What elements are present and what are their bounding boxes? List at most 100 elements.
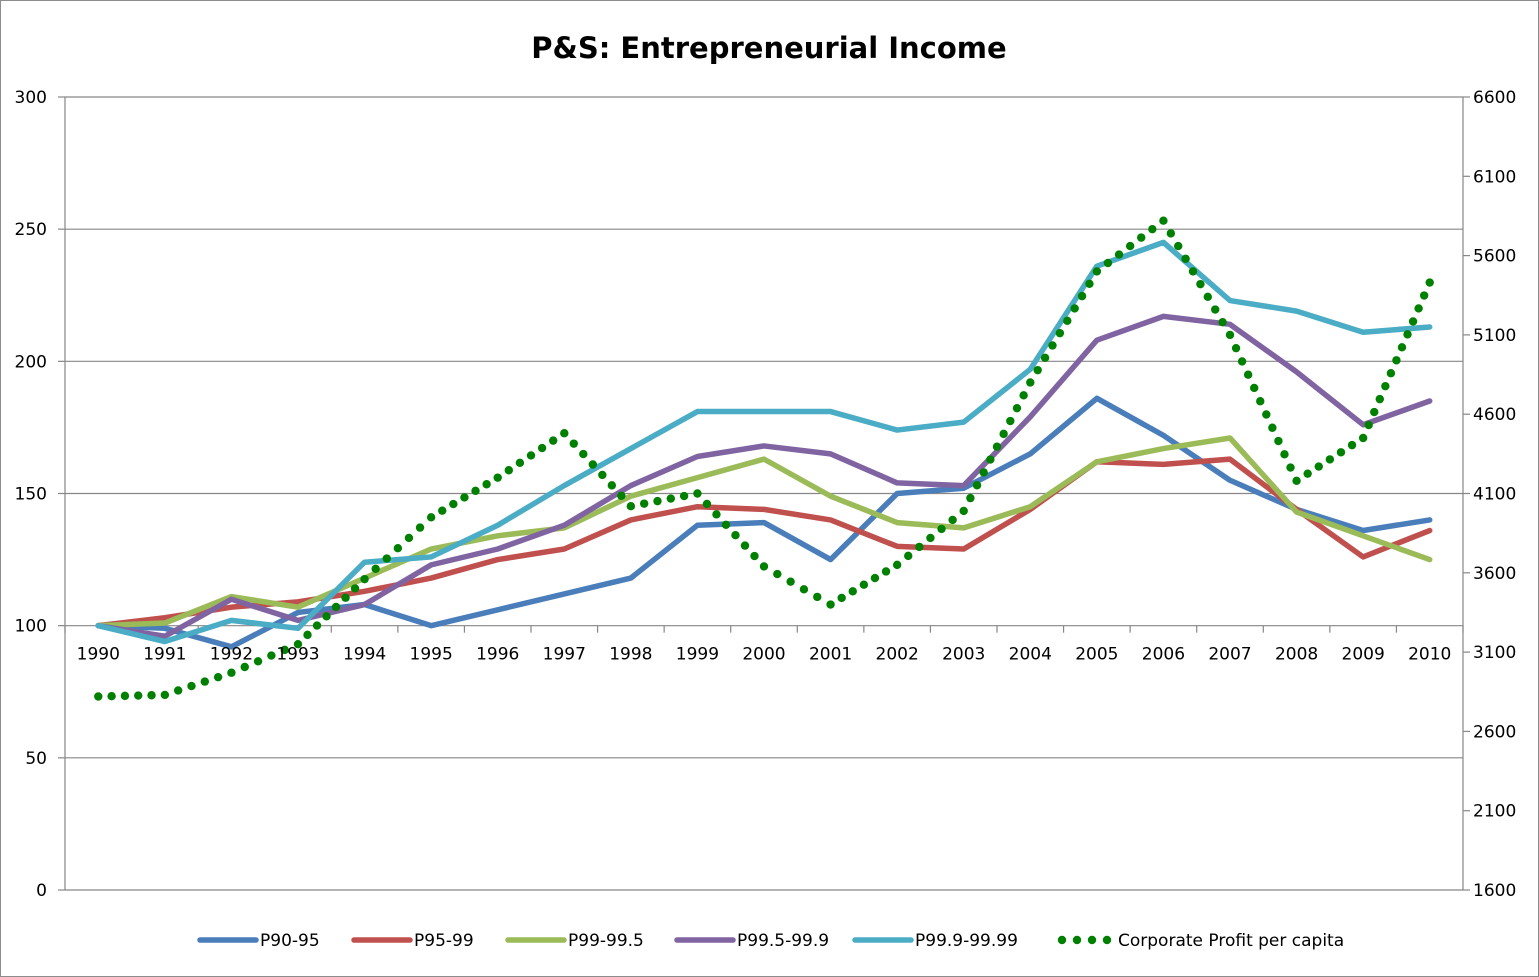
x-tick-labels: 1990 1991 1992 1993 1994 1995 1996 1997 1998 1999… xyxy=(77,645,1452,665)
x-tick-label-1996: 1996 xyxy=(476,645,519,665)
x-tick-label-2003: 2003 xyxy=(942,645,985,665)
corporate-profit-dot xyxy=(471,486,480,496)
legend-entry-p99-5-99-9: P99.5-99.9 xyxy=(674,931,829,951)
corporate-profit-dot xyxy=(200,677,209,686)
corporate-profit-dot xyxy=(1166,229,1176,238)
corporate-profit-dot xyxy=(1125,241,1135,251)
corporate-profit-dot xyxy=(560,429,569,438)
corporate-profit-dot xyxy=(937,524,946,534)
corporate-profit-dot xyxy=(1375,394,1384,404)
corporate-profit-dot xyxy=(1085,279,1094,288)
right-tick-label-4600: 4600 xyxy=(1473,405,1516,425)
right-tick-label-1600: 1600 xyxy=(1473,881,1516,901)
corporate-profit-dot xyxy=(227,668,236,677)
corporate-profit-dot xyxy=(966,493,975,503)
corporate-profit-dot xyxy=(1336,448,1346,457)
corporate-profit-dot xyxy=(460,493,469,502)
corporate-profit-dot xyxy=(1103,258,1113,268)
corporate-profit-dot xyxy=(1196,279,1205,289)
corporate-profit-dot xyxy=(1092,267,1102,276)
corporate-profit-dot xyxy=(1386,369,1396,378)
corporate-profit-dot xyxy=(350,584,360,593)
corporate-profit-dot xyxy=(1012,403,1022,413)
series-line-p99-9-99-99 xyxy=(95,239,1433,645)
legend: P90-95 P95-99 P99-99.5 P99.5-99.9 P99.9-99.9… xyxy=(197,931,1344,951)
right-tick-label-2600: 2600 xyxy=(1473,722,1516,742)
corporate-profit-dot xyxy=(1314,462,1323,471)
corporate-profit-dot xyxy=(579,449,588,459)
corporate-profit-dot xyxy=(515,458,525,468)
axes: 0 50 100 150 200 250 300 1600 2100 2600 3100 3600 41… xyxy=(15,88,1517,901)
x-tick-label-2006: 2006 xyxy=(1142,645,1185,665)
corporate-profit-dot xyxy=(393,544,403,553)
corporate-profit-dot xyxy=(1250,383,1259,393)
x-tick-label-1997: 1997 xyxy=(543,645,586,665)
corporate-profit-dot xyxy=(449,499,458,509)
left-tick-label-100: 100 xyxy=(15,617,47,637)
corporate-profit-dot xyxy=(438,506,447,515)
corporate-profit-dot xyxy=(426,513,436,522)
corporate-profit-dot xyxy=(721,520,731,529)
corporate-profit-dot xyxy=(293,639,303,649)
corporate-profit-dot xyxy=(482,480,491,489)
left-tick-label-50: 50 xyxy=(25,749,47,769)
corporate-profit-dot xyxy=(1114,250,1124,259)
corporate-profit-dot xyxy=(1392,356,1401,365)
legend-swatch-dot xyxy=(1087,935,1097,945)
corporate-profit-dot xyxy=(120,691,130,701)
corporate-profit-dot xyxy=(360,574,369,584)
legend-label: P99.9-99.99 xyxy=(915,931,1018,951)
corporate-profit-dot xyxy=(639,499,649,508)
series-line-p99-99-5 xyxy=(95,435,1433,629)
corporate-profit-dot xyxy=(881,567,891,576)
corporate-profit-dot xyxy=(504,466,514,475)
corporate-profit-dot xyxy=(750,551,759,561)
corporate-profit-dot xyxy=(1040,353,1050,363)
corporate-profit-dot xyxy=(999,429,1008,439)
x-tick-label-1998: 1998 xyxy=(609,645,652,665)
corporate-profit-dot xyxy=(892,560,902,570)
corporate-profit-dot xyxy=(548,436,558,445)
corporate-profit-dot xyxy=(693,489,702,498)
corporate-profit-dot xyxy=(837,593,846,603)
corporate-profit-dot xyxy=(598,470,607,480)
corporate-profit-dot xyxy=(134,691,143,700)
x-tick-label-2004: 2004 xyxy=(1009,645,1052,665)
corporate-profit-dot xyxy=(1159,216,1168,225)
corporate-profit-dot xyxy=(1262,410,1271,419)
x-tick-label-2008: 2008 xyxy=(1275,645,1318,665)
corporate-profit-dot xyxy=(799,585,809,594)
x-tick-label-2001: 2001 xyxy=(809,645,852,665)
corporate-profit-dot xyxy=(702,499,712,509)
corporate-profit-dot xyxy=(979,468,988,477)
corporate-profit-dot xyxy=(740,541,750,550)
corporate-profit-dot xyxy=(926,533,935,543)
corporate-profit-dot xyxy=(731,530,740,540)
corporate-profit-dot xyxy=(415,523,425,532)
series-group xyxy=(94,216,1434,701)
corporate-profit-dot xyxy=(1268,423,1277,432)
corporate-profit-dot xyxy=(312,621,322,630)
legend-entry-p99-9-99-99: P99.9-99.99 xyxy=(852,931,1018,951)
x-tick-label-1995: 1995 xyxy=(410,645,453,665)
corporate-profit-dot xyxy=(187,681,196,691)
corporate-profit-dot xyxy=(1325,455,1335,464)
corporate-profit-dot xyxy=(870,573,880,583)
corporate-profit-dot xyxy=(1408,317,1418,326)
corporate-profit-dot xyxy=(666,494,675,503)
corporate-profit-dot xyxy=(1403,330,1412,339)
legend-label: P95-99 xyxy=(414,931,474,951)
corporate-profit-dot xyxy=(986,455,995,464)
corporate-profit-dot xyxy=(1419,291,1429,300)
corporate-profit-dot xyxy=(1033,365,1042,375)
corporate-profit-dot xyxy=(404,533,414,543)
left-tick-label-300: 300 xyxy=(15,88,47,108)
corporate-profit-dot xyxy=(1203,292,1213,302)
x-tick-label-2000: 2000 xyxy=(742,645,785,665)
corporate-profit-dot xyxy=(1397,343,1407,352)
corporate-profit-dot xyxy=(653,496,662,506)
corporate-profit-dot xyxy=(948,515,957,525)
corporate-profit-dot xyxy=(848,587,857,596)
corporate-profit-dot xyxy=(1181,254,1190,263)
